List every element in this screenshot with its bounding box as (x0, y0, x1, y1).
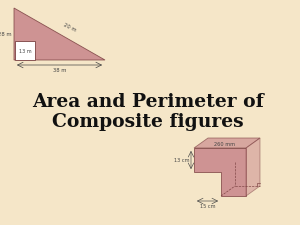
Polygon shape (246, 138, 260, 196)
Text: 38 m: 38 m (53, 68, 66, 73)
Polygon shape (194, 148, 246, 196)
Text: 15 cm: 15 cm (200, 204, 215, 209)
Text: 13 cm: 13 cm (173, 158, 189, 162)
Text: Composite figures: Composite figures (52, 113, 244, 131)
Text: 28 m: 28 m (0, 32, 12, 36)
Text: 20 m: 20 m (63, 23, 77, 33)
Bar (15, 41, 35, 60)
Polygon shape (14, 8, 105, 60)
Polygon shape (194, 138, 260, 148)
Text: 13 m: 13 m (19, 49, 31, 54)
Text: 260 mm: 260 mm (214, 142, 235, 148)
Text: Area and Perimeter of: Area and Perimeter of (32, 93, 264, 111)
